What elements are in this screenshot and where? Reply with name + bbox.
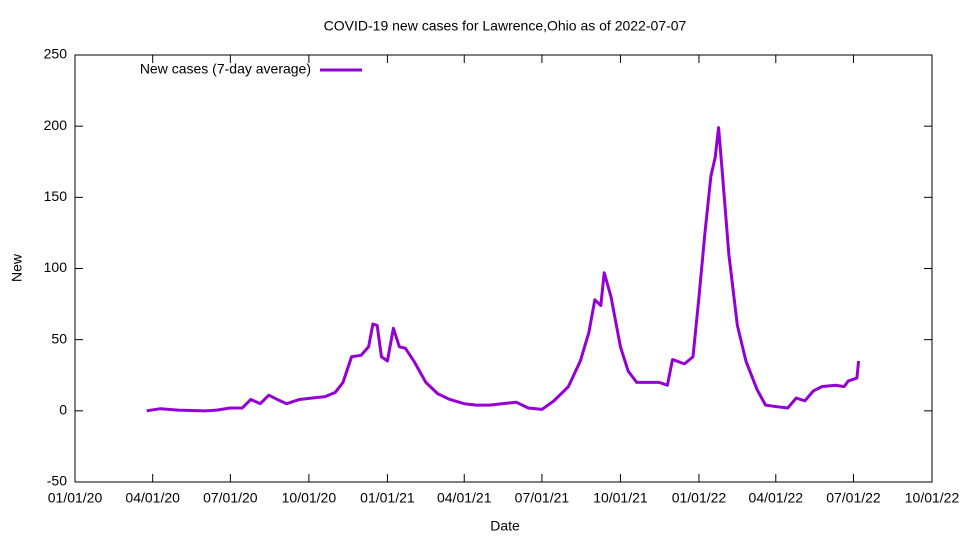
- y-tick-label: -50: [47, 473, 67, 489]
- x-tick-label: 07/01/20: [203, 490, 258, 506]
- y-tick-label: 200: [44, 117, 68, 133]
- y-tick-label: 100: [44, 259, 68, 275]
- x-tick-label: 10/01/21: [593, 490, 648, 506]
- y-tick-label: 0: [59, 402, 67, 418]
- data-line: [146, 126, 861, 413]
- legend-label: New cases (7-day average): [140, 61, 311, 77]
- x-tick-label: 10/01/20: [282, 490, 337, 506]
- y-tick-label: 250: [44, 46, 68, 62]
- y-axis-label: New: [9, 253, 25, 282]
- x-tick-label: 04/01/21: [437, 490, 492, 506]
- y-tick-label: 150: [44, 188, 68, 204]
- x-tick-label: 04/01/20: [125, 490, 180, 506]
- y-tick-label: 50: [51, 330, 67, 346]
- x-axis-label: Date: [490, 518, 520, 534]
- x-tick-label: 07/01/22: [826, 490, 881, 506]
- x-tick-label: 07/01/21: [515, 490, 570, 506]
- plot-frame: [74, 54, 933, 483]
- x-tick-label: 01/01/22: [672, 490, 727, 506]
- x-tick-label: 04/01/22: [749, 490, 804, 506]
- x-tick-label: 10/01/22: [905, 490, 960, 506]
- x-tick-label: 01/01/21: [360, 490, 415, 506]
- chart-title: COVID-19 new cases for Lawrence,Ohio as …: [324, 18, 687, 34]
- x-tick-label: 01/01/20: [48, 490, 103, 506]
